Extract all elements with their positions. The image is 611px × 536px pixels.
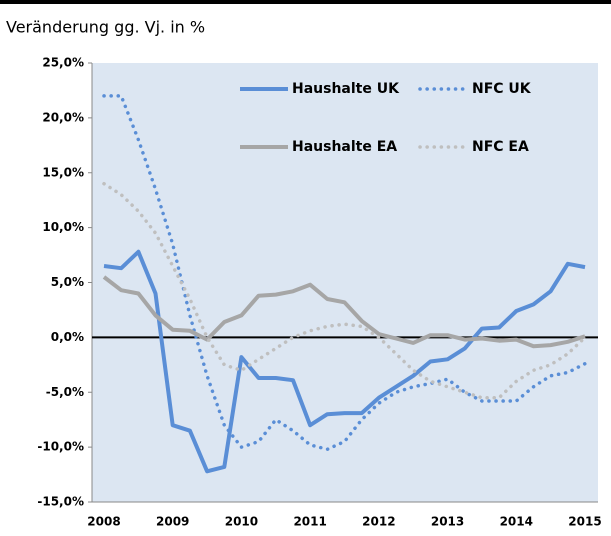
y-tick-label: -5,0% [46, 385, 84, 399]
y-tick-label: 10,0% [42, 220, 84, 234]
y-tick-label: 5,0% [51, 275, 84, 289]
y-tick-label: 0,0% [51, 330, 84, 344]
x-tick-label: 2009 [156, 515, 189, 529]
y-tick-label: 25,0% [42, 56, 84, 70]
top-rule [0, 0, 611, 4]
y-tick-label: 20,0% [42, 110, 84, 124]
series-line [102, 275, 586, 349]
chart-subtitle: Veränderung gg. Vj. in % [6, 18, 205, 37]
legend-label: Haushalte UK [292, 81, 400, 97]
legend-label: NFC EA [472, 139, 529, 155]
x-tick-label: 2015 [568, 515, 601, 529]
legend-label: NFC UK [472, 81, 532, 97]
y-tick-label: -10,0% [37, 440, 84, 454]
plot-area [92, 63, 598, 502]
series-line [103, 249, 586, 474]
x-tick-label: 2008 [87, 515, 120, 529]
series-line [102, 181, 587, 400]
legend-label: Haushalte EA [292, 139, 397, 155]
x-tick-label: 2011 [293, 515, 326, 529]
x-tick-label: 2013 [431, 515, 464, 529]
y-tick-label: 15,0% [42, 165, 84, 179]
x-tick-label: 2014 [500, 515, 533, 529]
x-tick-label: 2010 [225, 515, 258, 529]
series-line [102, 94, 587, 452]
x-tick-label: 2012 [362, 515, 395, 529]
y-tick-label: -15,0% [37, 495, 84, 509]
